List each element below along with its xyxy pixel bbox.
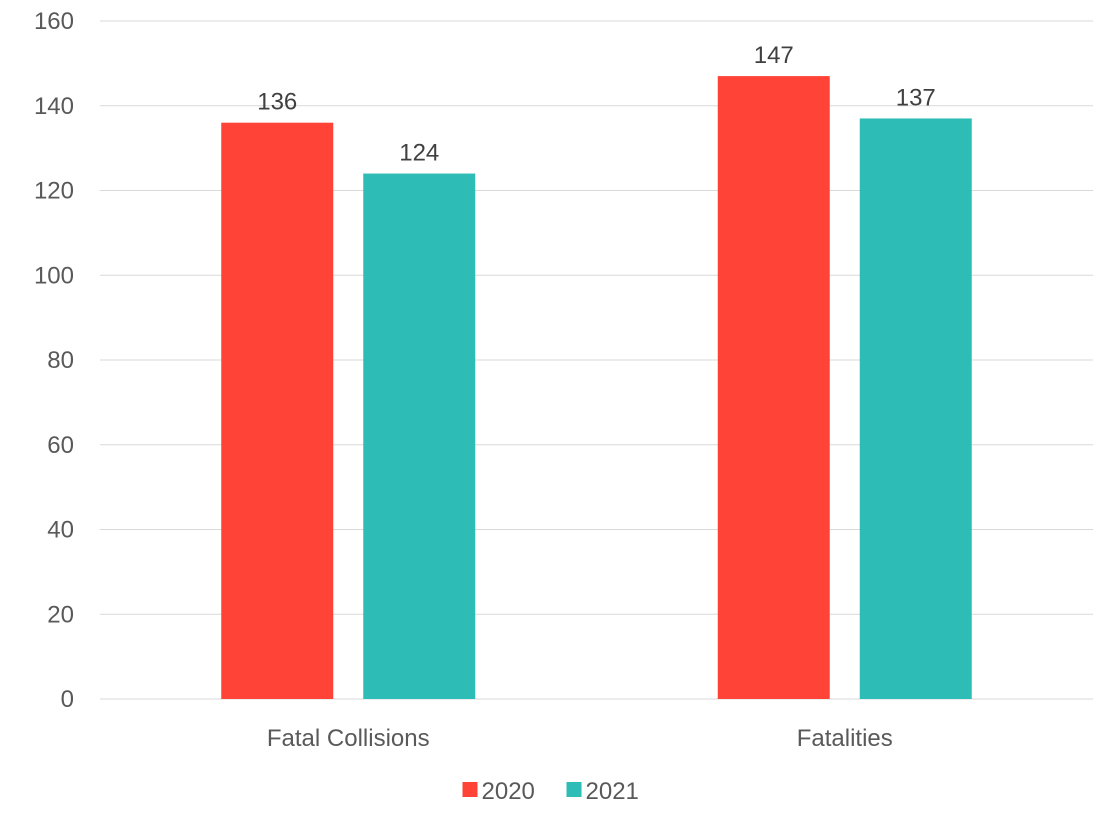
legend-swatch-2020 — [462, 782, 478, 797]
data-label: 124 — [399, 140, 439, 167]
y-tick-label: 100 — [34, 262, 74, 289]
x-axis-ticks: Fatal Collisions Fatalities — [267, 725, 893, 752]
bars — [221, 76, 972, 700]
bar-2021-2 — [859, 118, 972, 699]
data-label: 147 — [754, 42, 794, 69]
x-tick-label: Fatalities — [797, 725, 893, 752]
y-tick-label: 120 — [34, 178, 74, 205]
y-tick-label: 20 — [47, 601, 74, 628]
data-label: 137 — [896, 84, 936, 111]
legend: 2020 2021 — [462, 778, 639, 805]
y-tick-label: 60 — [47, 432, 74, 459]
bar-2021-1 — [363, 173, 476, 700]
legend-swatch-2021 — [566, 782, 582, 797]
y-tick-label: 0 — [61, 686, 74, 713]
y-axis-ticks: 0 20 40 60 80 100 120 140 160 — [34, 8, 74, 713]
data-label: 136 — [257, 89, 297, 116]
x-tick-label: Fatal Collisions — [267, 725, 430, 752]
y-tick-label: 80 — [47, 347, 74, 374]
legend-label: 2021 — [586, 778, 639, 805]
y-tick-label: 40 — [47, 517, 74, 544]
bar-2020-2 — [717, 76, 830, 699]
y-tick-label: 140 — [34, 93, 74, 120]
y-tick-label: 160 — [34, 8, 74, 35]
data-labels: 136 124 147 137 — [257, 42, 936, 166]
legend-label: 2020 — [482, 778, 535, 805]
bar-2020-1 — [221, 122, 334, 699]
